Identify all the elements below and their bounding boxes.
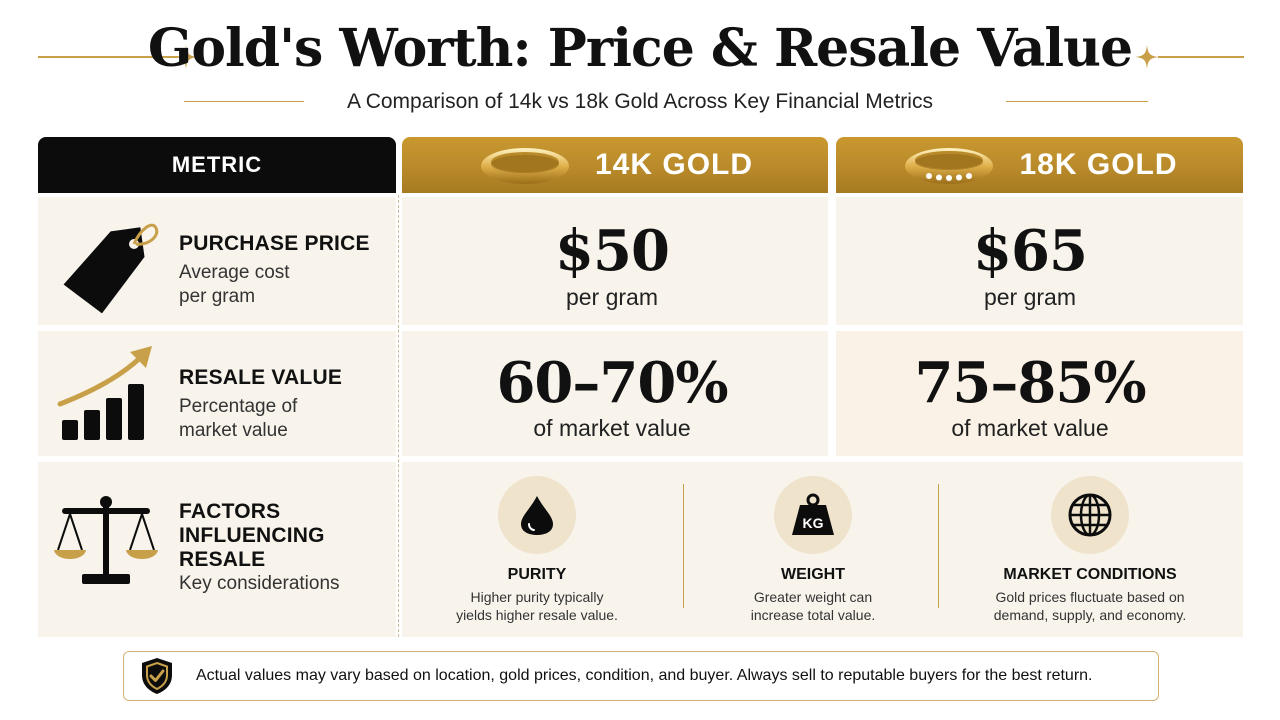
factor-market-title: MARKET CONDITIONS — [1003, 566, 1177, 583]
resale-sub-2: market value — [179, 420, 288, 441]
factor-purity-desc-1: Higher purity typically — [470, 589, 604, 605]
purchase-unit-18k: per gram — [983, 284, 1077, 310]
factors-title-2: INFLUENCING — [179, 524, 325, 547]
factor-purity-title: PURITY — [507, 566, 567, 583]
disclaimer-note: Actual values may vary based on location… — [123, 651, 1159, 701]
header-metric: METRIC — [38, 137, 396, 193]
header-18k: 18K GOLD — [836, 137, 1243, 193]
resale-sub-1: Percentage of — [179, 396, 298, 417]
factors-title-1: FACTORS — [179, 500, 281, 523]
cell-resale-14k — [402, 331, 828, 456]
purchase-label: PURCHASE PRICE Average cost per gram — [179, 232, 370, 309]
column-divider-dashed — [398, 195, 399, 637]
resale-title: RESALE VALUE — [179, 366, 343, 389]
cell-purchase-14k — [402, 197, 828, 325]
purchase-sub-1: Average cost — [179, 262, 290, 283]
factor-market: MARKET CONDITIONS Gold prices fluctuate … — [960, 476, 1220, 624]
purchase-value-18k: $65 — [973, 218, 1088, 284]
purchase-unit-14k: per gram — [565, 284, 659, 310]
sparkle-left-icon — [174, 45, 198, 69]
factor-purity-circle — [498, 476, 576, 554]
shield-check-icon — [142, 658, 172, 694]
factor-weight-title: WEIGHT — [781, 566, 845, 583]
resale-value-14k: 60–70% — [496, 350, 728, 416]
page-subtitle: A Comparison of 14k vs 18k Gold Across K… — [347, 90, 933, 113]
weight-kg-icon — [792, 493, 834, 535]
factor-weight: KG WEIGHT Greater weight can increase to… — [708, 476, 918, 624]
page-title: Gold's Worth: Price & Resale Value — [147, 18, 1133, 79]
header-14k: 14K GOLD — [402, 137, 828, 193]
title-line-left — [38, 56, 178, 58]
header-metric-label: METRIC — [171, 152, 263, 177]
price-tag-icon — [63, 223, 159, 314]
weight-badge-text: KG — [802, 515, 824, 531]
resale-label: RESALE VALUE Percentage of market value — [179, 366, 342, 443]
subtitle-line-left — [184, 101, 304, 102]
purchase-value-14k: $50 — [555, 218, 670, 284]
factor-divider-1 — [683, 484, 684, 608]
purchase-title: PURCHASE PRICE — [179, 232, 370, 255]
title-line-right — [1158, 56, 1244, 58]
growth-chart-icon — [57, 346, 152, 440]
resale-unit-14k: of market value — [533, 415, 691, 441]
resale-unit-18k: of market value — [951, 415, 1109, 441]
factor-market-circle — [1051, 476, 1129, 554]
header-18k-label: 18K GOLD — [1019, 148, 1178, 181]
factors-title-3: RESALE — [179, 548, 266, 571]
factor-market-desc-1: Gold prices fluctuate based on — [995, 589, 1185, 605]
gold-ring-icon — [480, 148, 569, 184]
factors-sub: Key considerations — [179, 573, 340, 594]
sparkle-right-icon — [1135, 45, 1159, 69]
droplet-icon — [521, 496, 553, 535]
factor-purity: PURITY Higher purity typically yields hi… — [432, 476, 642, 624]
cell-purchase-18k — [836, 197, 1243, 325]
purchase-sub-2: per gram — [179, 286, 256, 307]
factor-weight-circle — [774, 476, 852, 554]
resale-value-18k: 75–85% — [914, 350, 1146, 416]
cell-factors-metric — [38, 462, 396, 637]
scales-icon — [54, 496, 158, 584]
subtitle-line-right — [1006, 101, 1148, 102]
globe-icon — [1068, 493, 1112, 537]
factor-weight-desc-1: Greater weight can — [753, 589, 873, 605]
factor-weight-desc-2: increase total value. — [750, 607, 876, 623]
factor-market-desc-2: demand, supply, and economy. — [993, 607, 1187, 623]
header-14k-label: 14K GOLD — [594, 148, 754, 181]
diamond-ring-icon — [905, 148, 994, 184]
disclaimer-text: Actual values may vary based on location… — [196, 667, 1093, 684]
cell-resale-18k — [836, 331, 1243, 456]
factor-divider-2 — [938, 484, 939, 608]
factors-label: FACTORS INFLUENCING RESALE Key considera… — [179, 500, 340, 596]
factor-purity-desc-2: yields higher resale value. — [456, 607, 618, 623]
